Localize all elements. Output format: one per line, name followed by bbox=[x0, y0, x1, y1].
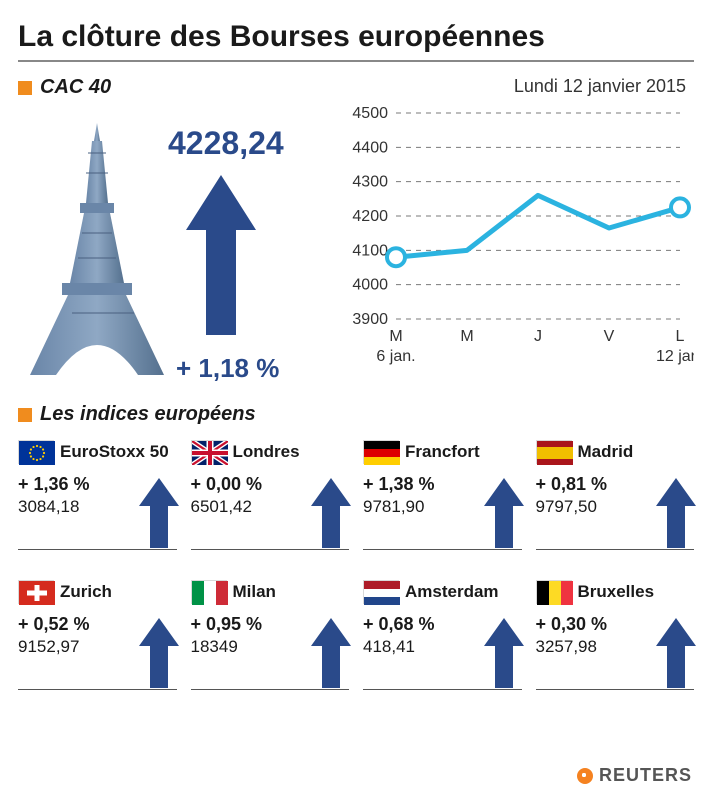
index-header: EuroStoxx 50 bbox=[18, 440, 177, 464]
index-item: Milan + 0,95 % 18349 bbox=[191, 580, 350, 690]
source-credit: REUTERS bbox=[577, 765, 692, 786]
index-item: Londres + 0,00 % 6501,42 bbox=[191, 440, 350, 550]
index-header: Francfort bbox=[363, 440, 522, 464]
chart-date: Lundi 12 janvier 2015 bbox=[344, 76, 694, 97]
flag-icon bbox=[536, 440, 572, 464]
index-name: Zurich bbox=[60, 582, 112, 602]
index-header: Amsterdam bbox=[363, 580, 522, 604]
flag-icon bbox=[18, 440, 54, 464]
source-text: REUTERS bbox=[599, 765, 692, 786]
indices-label: Les indices européens bbox=[18, 403, 694, 426]
up-arrow-icon bbox=[311, 618, 351, 688]
cac40-change: + 1,18 % bbox=[176, 353, 279, 384]
flag-icon bbox=[536, 580, 572, 604]
svg-text:M: M bbox=[460, 328, 473, 345]
cac40-panel: CAC 40 bbox=[18, 76, 328, 385]
flag-icon bbox=[18, 580, 54, 604]
flag-icon bbox=[363, 580, 399, 604]
svg-text:4500: 4500 bbox=[352, 107, 388, 122]
up-arrow-icon bbox=[484, 618, 524, 688]
index-name: Madrid bbox=[578, 442, 634, 462]
index-name: Bruxelles bbox=[578, 582, 655, 602]
svg-text:M: M bbox=[389, 328, 402, 345]
page-title: La clôture des Bourses européennes bbox=[18, 20, 694, 62]
indices-section: Les indices européens EuroStoxx 50 + 1,3… bbox=[18, 403, 694, 690]
index-item: Zurich + 0,52 % 9152,97 bbox=[18, 580, 177, 690]
index-item: EuroStoxx 50 + 1,36 % 3084,18 bbox=[18, 440, 177, 550]
up-arrow-icon bbox=[139, 618, 179, 688]
svg-text:J: J bbox=[534, 328, 542, 345]
index-item: Francfort + 1,38 % 9781,90 bbox=[363, 440, 522, 550]
index-name: EuroStoxx 50 bbox=[60, 442, 169, 462]
index-name: Milan bbox=[233, 582, 276, 602]
indices-grid: EuroStoxx 50 + 1,36 % 3084,18 Londres + … bbox=[18, 440, 694, 690]
cac40-label: CAC 40 bbox=[18, 76, 328, 99]
index-item: Amsterdam + 0,68 % 418,41 bbox=[363, 580, 522, 690]
index-item: Bruxelles + 0,30 % 3257,98 bbox=[536, 580, 695, 690]
cac40-graphic: 4228,24 + 1,18 % bbox=[18, 105, 328, 385]
index-header: Londres bbox=[191, 440, 350, 464]
index-name: Londres bbox=[233, 442, 300, 462]
reuters-logo-icon bbox=[577, 768, 593, 784]
line-chart-panel: Lundi 12 janvier 2015 4500 4400 4300 4200 41… bbox=[344, 76, 694, 385]
svg-text:V: V bbox=[604, 328, 615, 345]
svg-text:12 jan.: 12 jan. bbox=[656, 348, 694, 365]
svg-text:L: L bbox=[676, 328, 685, 345]
index-name: Francfort bbox=[405, 442, 480, 462]
svg-text:4200: 4200 bbox=[352, 208, 388, 225]
up-arrow-icon bbox=[311, 478, 351, 548]
index-name: Amsterdam bbox=[405, 582, 499, 602]
flag-icon bbox=[363, 440, 399, 464]
cac40-line-chart: 4500440043004200410040003900MMJVL6 jan.1… bbox=[344, 107, 694, 367]
svg-text:4000: 4000 bbox=[352, 277, 388, 294]
up-arrow-icon bbox=[139, 478, 179, 548]
flag-icon bbox=[191, 440, 227, 464]
flag-icon bbox=[191, 580, 227, 604]
up-arrow-icon bbox=[186, 175, 256, 335]
up-arrow-icon bbox=[484, 478, 524, 548]
index-header: Bruxelles bbox=[536, 580, 695, 604]
index-header: Milan bbox=[191, 580, 350, 604]
index-header: Zurich bbox=[18, 580, 177, 604]
up-arrow-icon bbox=[656, 618, 696, 688]
up-arrow-icon bbox=[656, 478, 696, 548]
index-header: Madrid bbox=[536, 440, 695, 464]
top-row: CAC 40 bbox=[18, 76, 694, 385]
svg-text:4400: 4400 bbox=[352, 139, 388, 156]
indices-label-text: Les indices européens bbox=[40, 403, 256, 426]
svg-text:3900: 3900 bbox=[352, 311, 388, 328]
infographic-container: La clôture des Bourses européennes CAC 4… bbox=[0, 0, 712, 800]
bullet-icon bbox=[18, 81, 32, 95]
cac40-value: 4228,24 bbox=[168, 125, 284, 162]
svg-text:6 jan.: 6 jan. bbox=[376, 348, 415, 365]
bullet-icon bbox=[18, 408, 32, 422]
cac40-label-text: CAC 40 bbox=[40, 76, 111, 99]
index-item: Madrid + 0,81 % 9797,50 bbox=[536, 440, 695, 550]
svg-text:4100: 4100 bbox=[352, 242, 388, 259]
svg-text:4300: 4300 bbox=[352, 174, 388, 191]
eiffel-tower-icon bbox=[22, 123, 172, 383]
